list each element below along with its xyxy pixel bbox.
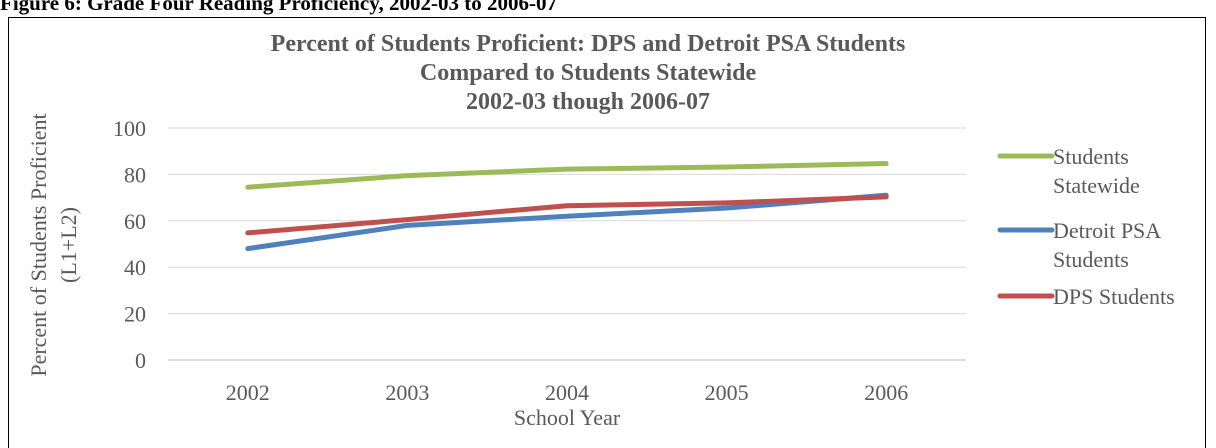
chart-title-line-3: 2002-03 though 2006-07	[466, 89, 710, 115]
y-axis-label-line-2: (L1+L2)	[56, 207, 81, 283]
x-tick-label-2003: 2003	[385, 380, 429, 405]
legend-label-1-line-1: Students	[1053, 144, 1129, 169]
legend-label-3-line-1: DPS Students	[1053, 284, 1175, 309]
x-tick-label-2002: 2002	[226, 380, 270, 405]
series-line-1	[248, 164, 886, 188]
x-tick-label-2006: 2006	[864, 380, 908, 405]
x-tick-label-2005: 2005	[705, 380, 749, 405]
y-axis-label-line-1: Percent of Students Proficient	[26, 113, 51, 376]
y-tick-label-100: 100	[113, 116, 146, 141]
legend-label-2-line-1: Detroit PSA	[1053, 218, 1161, 243]
x-tick-label-2004: 2004	[545, 380, 589, 405]
chart-title-line-2: Compared to Students Statewide	[420, 60, 757, 86]
legend-label-2-line-2: Students	[1053, 247, 1129, 272]
y-tick-label-60: 60	[124, 209, 146, 234]
line-chart: Percent of Students Proficient: DPS and …	[0, 0, 1216, 433]
legend-label-1-line-2: Statewide	[1053, 173, 1140, 198]
chart-title-line-1: Percent of Students Proficient: DPS and …	[271, 31, 906, 57]
y-tick-label-0: 0	[135, 348, 146, 373]
y-tick-label-20: 20	[124, 302, 146, 327]
x-axis-label: School Year	[514, 405, 621, 430]
y-tick-label-80: 80	[124, 162, 146, 187]
y-tick-label-40: 40	[124, 255, 146, 280]
